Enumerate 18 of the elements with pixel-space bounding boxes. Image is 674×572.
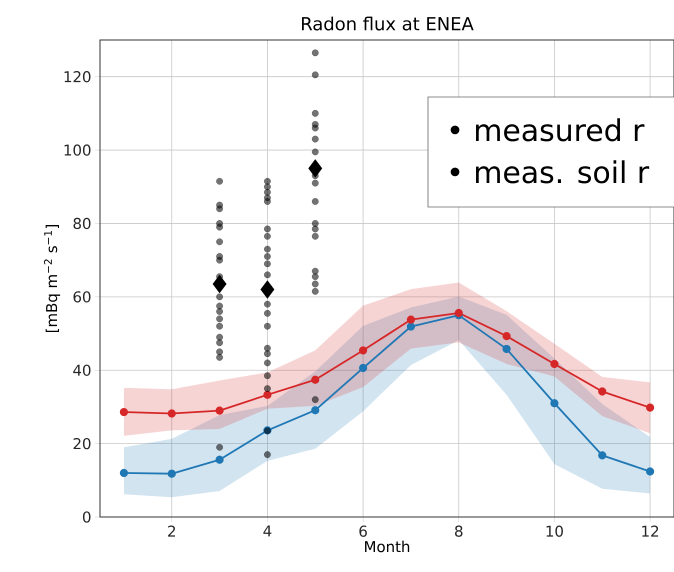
x-tick-label: 8 (455, 526, 462, 537)
annotation: • meas. soil r (450, 160, 650, 184)
y-axis-title: [mBq m$^{−2}$ s$^{−1}$] (44, 224, 60, 332)
y-tick-label: 0 (82, 511, 90, 523)
y-tick-label: 80 (73, 218, 90, 230)
x-tick-label: 2 (168, 526, 176, 537)
x-tick-label: 6 (359, 526, 367, 537)
x-tick-label: 12 (642, 526, 658, 537)
y-tick-label: 40 (73, 364, 90, 376)
y-tick-label: 100 (64, 144, 90, 156)
x-axis-title: Month (365, 540, 410, 552)
annotation: • measured r (450, 118, 644, 142)
y-tick-label: 120 (64, 71, 90, 82)
x-tick-label: 10 (546, 526, 563, 537)
x-tick-label: 4 (263, 526, 272, 536)
y-tick-label: 60 (74, 291, 90, 303)
y-tick-label: 20 (74, 438, 90, 450)
chart-title: Radon flux at ENEA (302, 16, 474, 30)
